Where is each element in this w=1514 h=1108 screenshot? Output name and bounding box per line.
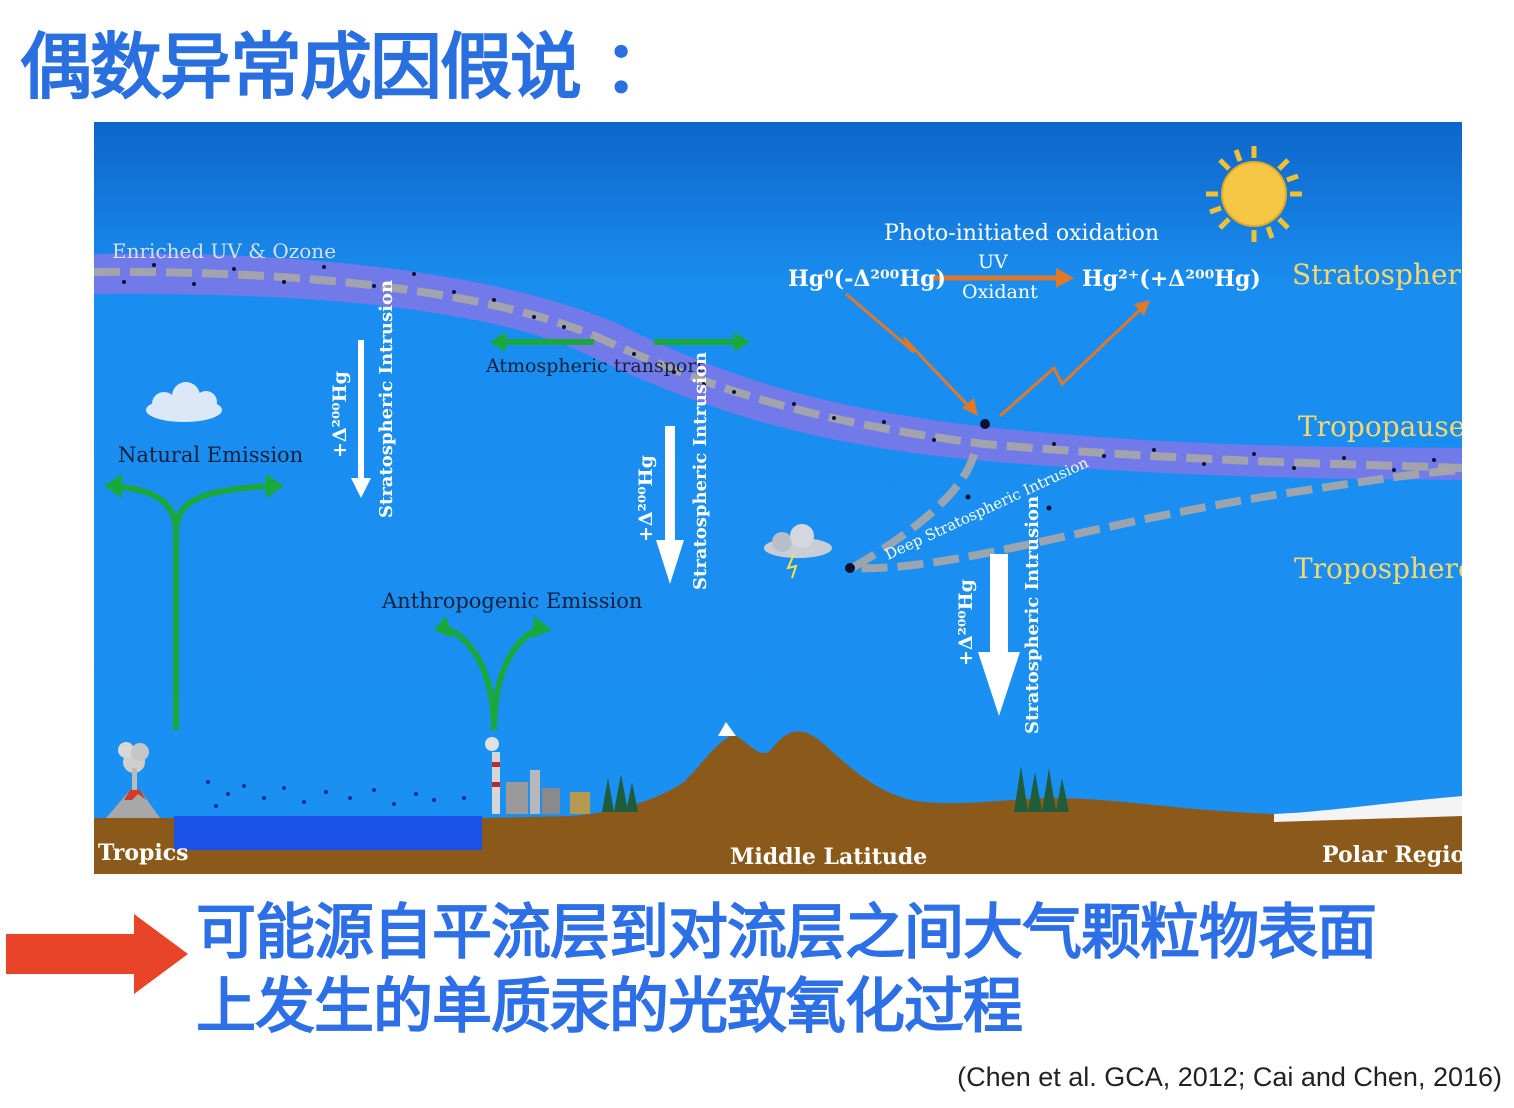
anthropogenic-emission-arrows xyxy=(444,625,542,731)
atmospheric-mercury-diagram: Enriched UV & Ozone Photo-initiated oxid… xyxy=(94,122,1462,874)
natural-emission-arrows xyxy=(115,483,271,730)
region-label-tropics: Tropics xyxy=(98,840,189,866)
label-natural-emission: Natural Emission xyxy=(118,443,303,467)
deep-intrusion-endpoint xyxy=(845,563,855,573)
label-oxidant: Oxidant xyxy=(962,281,1038,303)
region-label-middle: Middle Latitude xyxy=(730,844,927,870)
layer-label-stratosphere: Stratosphere xyxy=(1292,258,1462,291)
aerosol-particles xyxy=(122,263,1436,511)
uv-arrowhead-down xyxy=(962,398,978,416)
ground xyxy=(94,731,1462,874)
factory-icon xyxy=(485,737,590,814)
red-arrow-icon xyxy=(6,914,188,994)
label-hg2: Hg²⁺(+Δ²⁰⁰Hg) xyxy=(1082,266,1261,292)
natural-arrowhead-left xyxy=(104,474,122,498)
layer-label-tropopause: Tropopause xyxy=(1298,410,1462,443)
stratospheric-aerosol-band xyxy=(94,253,1462,480)
layer-label-troposphere: Troposphere xyxy=(1294,552,1462,585)
volcano-icon xyxy=(106,742,160,818)
label-intrusion-1: Stratospheric Intrusion xyxy=(376,280,397,518)
anthro-arrowhead-left xyxy=(434,616,452,638)
cloud-icon xyxy=(146,382,222,422)
label-atmospheric-transport: Atmospheric transport xyxy=(485,355,704,377)
trees-icon xyxy=(602,766,1069,812)
slide-title: 偶数异常成因假说 ： xyxy=(20,25,675,109)
band-centerline xyxy=(94,267,1462,472)
label-hg0: Hg⁰(-Δ²⁰⁰Hg) xyxy=(788,266,946,292)
emission-particles xyxy=(206,780,466,808)
deep-intrusion-path xyxy=(838,452,1462,573)
citation: (Chen et al. GCA, 2012; Cai and Chen, 20… xyxy=(957,1062,1502,1092)
stratospheric-intrusion-arrows xyxy=(351,340,1020,716)
label-enriched-uv: Enriched UV & Ozone xyxy=(112,239,336,263)
ocean xyxy=(174,816,482,850)
label-delta-1: +Δ²⁰⁰Hg xyxy=(329,371,351,458)
oxidation-site xyxy=(980,419,990,429)
label-uv: UV xyxy=(978,251,1008,273)
uv-arrowhead-up xyxy=(1134,300,1150,316)
label-intrusion-3: Stratospheric Intrusion xyxy=(1022,496,1043,734)
natural-arrowhead-right xyxy=(266,474,284,498)
polar-ice xyxy=(1274,796,1462,822)
conclusion-line-1: 可能源自平流层到对流层之间大气颗粒物表面 xyxy=(196,898,1377,968)
label-intrusion-2: Stratospheric Intrusion xyxy=(690,352,711,590)
label-anthropogenic-emission: Anthropogenic Emission xyxy=(381,589,642,613)
anthro-arrowhead-right xyxy=(532,616,552,638)
snow-cap xyxy=(718,722,736,736)
label-delta-2: +Δ²⁰⁰Hg xyxy=(635,455,657,542)
label-delta-3: +Δ²⁰⁰Hg xyxy=(955,579,977,666)
atmospheric-transport-arrows xyxy=(490,332,750,352)
conclusion-text: 可能源自平流层到对流层之间大气颗粒物表面 上发生的单质汞的光致氧化过程 xyxy=(196,896,1496,1044)
region-label-polar: Polar Region xyxy=(1322,842,1462,868)
storm-cloud-icon xyxy=(764,524,832,579)
photo-oxidation-arrows xyxy=(845,292,1146,418)
label-photo-oxidation: Photo-initiated oxidation xyxy=(884,221,1159,246)
sun-icon xyxy=(1206,146,1302,242)
conclusion-line-2: 上发生的单质汞的光致氧化过程 xyxy=(196,972,1023,1042)
hg-oxidation-arrowhead xyxy=(1056,268,1074,288)
